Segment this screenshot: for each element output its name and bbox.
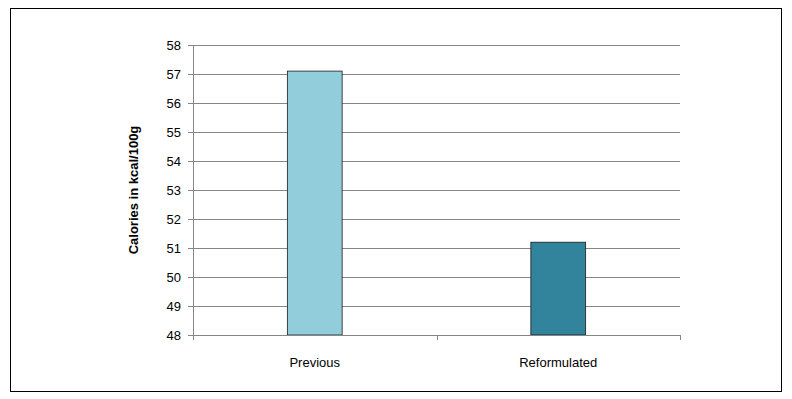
chart-svg: 48 49 50 51 52 53 54 55 56 57 58 Previous Reformulat…: [0, 0, 792, 399]
y-tick: [188, 248, 193, 249]
bar: [531, 242, 586, 335]
y-axis-label: Calories in kcal/100g: [126, 126, 141, 255]
y-tick-label: 49: [167, 299, 181, 314]
y-tick-label: 55: [167, 125, 181, 140]
grid-line: [193, 219, 680, 220]
y-axis-line: [193, 45, 194, 335]
y-tick-label: 56: [167, 96, 181, 111]
chart-frame: [11, 9, 782, 392]
bar: [287, 71, 342, 335]
grid-line: [193, 248, 680, 249]
y-tick: [188, 45, 193, 46]
grid-line: [193, 74, 680, 75]
grid-line: [193, 161, 680, 162]
y-tick: [188, 74, 193, 75]
grid-line: [193, 335, 680, 336]
y-tick-label: 48: [167, 328, 181, 343]
y-tick: [188, 335, 193, 336]
y-tick: [188, 190, 193, 191]
y-tick: [188, 277, 193, 278]
y-tick-label: 54: [167, 154, 181, 169]
grid-line: [193, 103, 680, 104]
grid-line: [193, 45, 680, 46]
y-tick-label: 50: [167, 270, 181, 285]
grid-line: [193, 190, 680, 191]
grid-line: [193, 306, 680, 307]
bars: [287, 71, 585, 335]
y-tick-label: 57: [167, 67, 181, 82]
x-category-separator: [193, 335, 194, 340]
y-tick-label: 58: [167, 38, 181, 53]
y-tick-label: 51: [167, 241, 181, 256]
x-tick-label: Previous: [289, 355, 340, 370]
x-axis-line: [193, 335, 680, 336]
grid-line: [193, 132, 680, 133]
y-tick: [188, 219, 193, 220]
x-tick-label: Reformulated: [519, 355, 597, 370]
y-tick: [188, 306, 193, 307]
y-tick-label: 52: [167, 212, 181, 227]
y-tick: [188, 103, 193, 104]
grid-line: [193, 277, 680, 278]
x-category-separator: [437, 335, 438, 340]
y-tick-label: 53: [167, 183, 181, 198]
y-tick: [188, 161, 193, 162]
x-category-separator: [680, 335, 681, 340]
chart-container: 48 49 50 51 52 53 54 55 56 57 58 Previous Reformulat…: [0, 0, 792, 399]
y-tick: [188, 132, 193, 133]
